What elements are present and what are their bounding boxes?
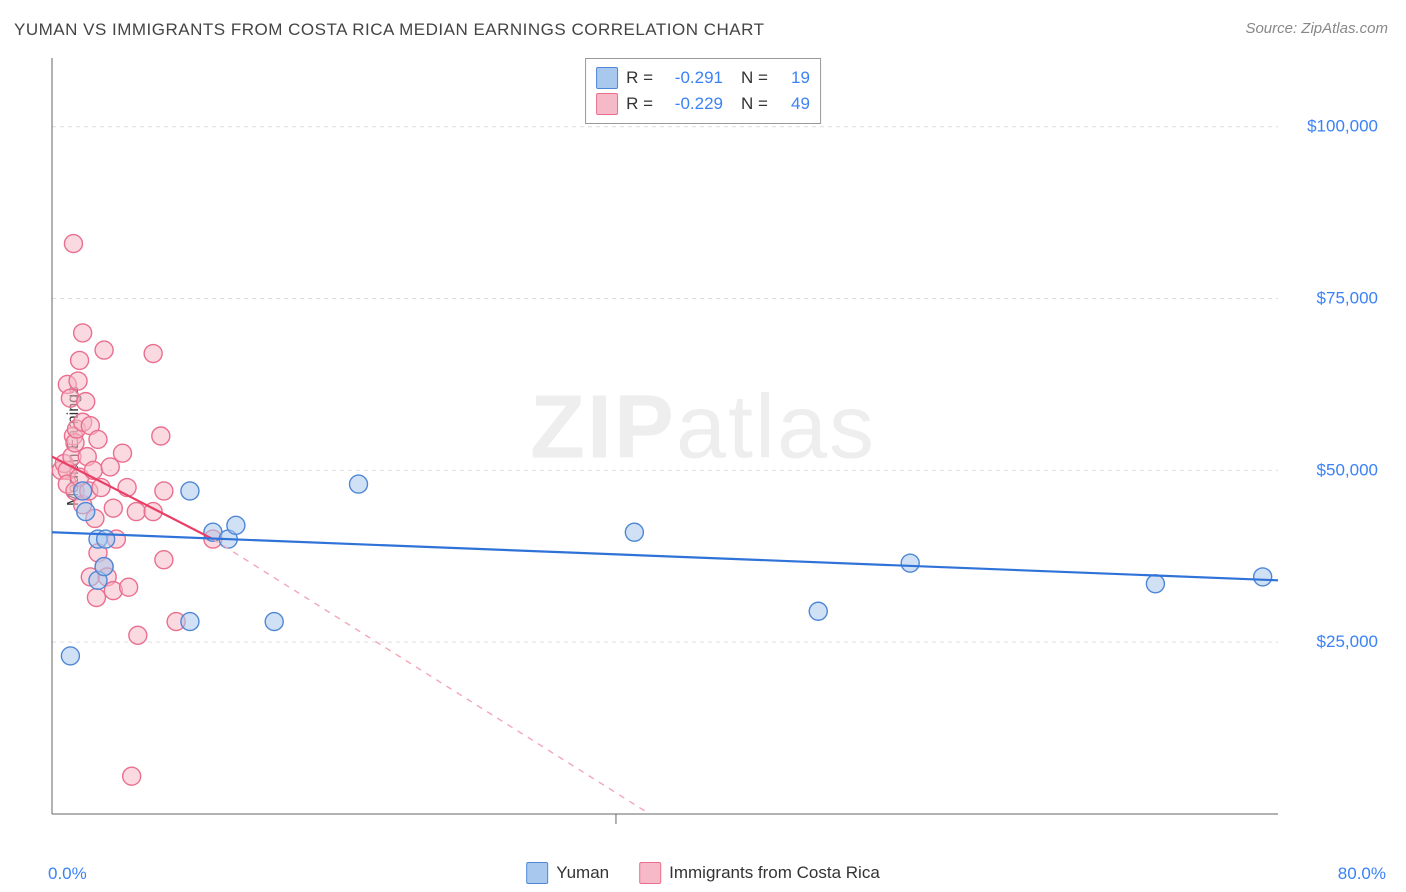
n-value: 49 — [776, 94, 810, 114]
data-point — [113, 444, 131, 462]
data-point — [1146, 575, 1164, 593]
data-point — [1254, 568, 1272, 586]
data-point — [155, 482, 173, 500]
data-point — [77, 393, 95, 411]
data-point — [77, 503, 95, 521]
scatter-chart: $25,000 $50,000 $75,000 $100,000 — [48, 48, 1388, 844]
data-point — [265, 613, 283, 631]
data-point — [155, 551, 173, 569]
data-point — [129, 626, 147, 644]
data-point — [104, 499, 122, 517]
legend-label: Immigrants from Costa Rica — [669, 863, 880, 883]
source-attribution: Source: ZipAtlas.com — [1245, 20, 1388, 37]
n-label: N = — [741, 68, 768, 88]
data-point — [61, 647, 79, 665]
data-point — [809, 602, 827, 620]
data-point — [69, 372, 87, 390]
legend-item: Yuman — [526, 862, 609, 884]
data-point — [144, 345, 162, 363]
x-axis-min: 0.0% — [48, 864, 87, 884]
data-point — [118, 479, 136, 497]
n-label: N = — [741, 94, 768, 114]
data-point — [181, 482, 199, 500]
data-point — [350, 475, 368, 493]
data-point — [901, 554, 919, 572]
chart-title: YUMAN VS IMMIGRANTS FROM COSTA RICA MEDI… — [14, 20, 764, 40]
y-tick-label: $50,000 — [1317, 460, 1378, 479]
data-point — [123, 767, 141, 785]
regression-line — [52, 532, 1278, 580]
legend-row: R = -0.229 N = 49 — [596, 91, 810, 117]
n-value: 19 — [776, 68, 810, 88]
legend-swatch — [596, 67, 618, 89]
data-point — [95, 558, 113, 576]
r-label: R = — [626, 94, 653, 114]
data-point — [74, 482, 92, 500]
legend-row: R = -0.291 N = 19 — [596, 65, 810, 91]
legend-swatch — [639, 862, 661, 884]
data-point — [97, 530, 115, 548]
data-point — [89, 430, 107, 448]
data-point — [120, 578, 138, 596]
data-point — [152, 427, 170, 445]
y-tick-label: $75,000 — [1317, 289, 1378, 308]
data-point — [74, 324, 92, 342]
series-legend: Yuman Immigrants from Costa Rica — [526, 862, 880, 884]
y-tick-label: $25,000 — [1317, 632, 1378, 651]
x-axis-max: 80.0% — [1338, 864, 1386, 884]
correlation-legend: R = -0.291 N = 19 R = -0.229 N = 49 — [585, 58, 821, 124]
regression-line — [213, 539, 650, 814]
legend-item: Immigrants from Costa Rica — [639, 862, 880, 884]
data-point — [127, 503, 145, 521]
legend-swatch — [596, 93, 618, 115]
data-point — [227, 516, 245, 534]
legend-label: Yuman — [556, 863, 609, 883]
r-value: -0.229 — [661, 94, 723, 114]
data-point — [625, 523, 643, 541]
legend-swatch — [526, 862, 548, 884]
data-point — [95, 341, 113, 359]
data-point — [181, 613, 199, 631]
r-label: R = — [626, 68, 653, 88]
y-tick-label: $100,000 — [1307, 117, 1378, 136]
data-point — [87, 589, 105, 607]
data-point — [71, 351, 89, 369]
r-value: -0.291 — [661, 68, 723, 88]
data-point — [64, 235, 82, 253]
